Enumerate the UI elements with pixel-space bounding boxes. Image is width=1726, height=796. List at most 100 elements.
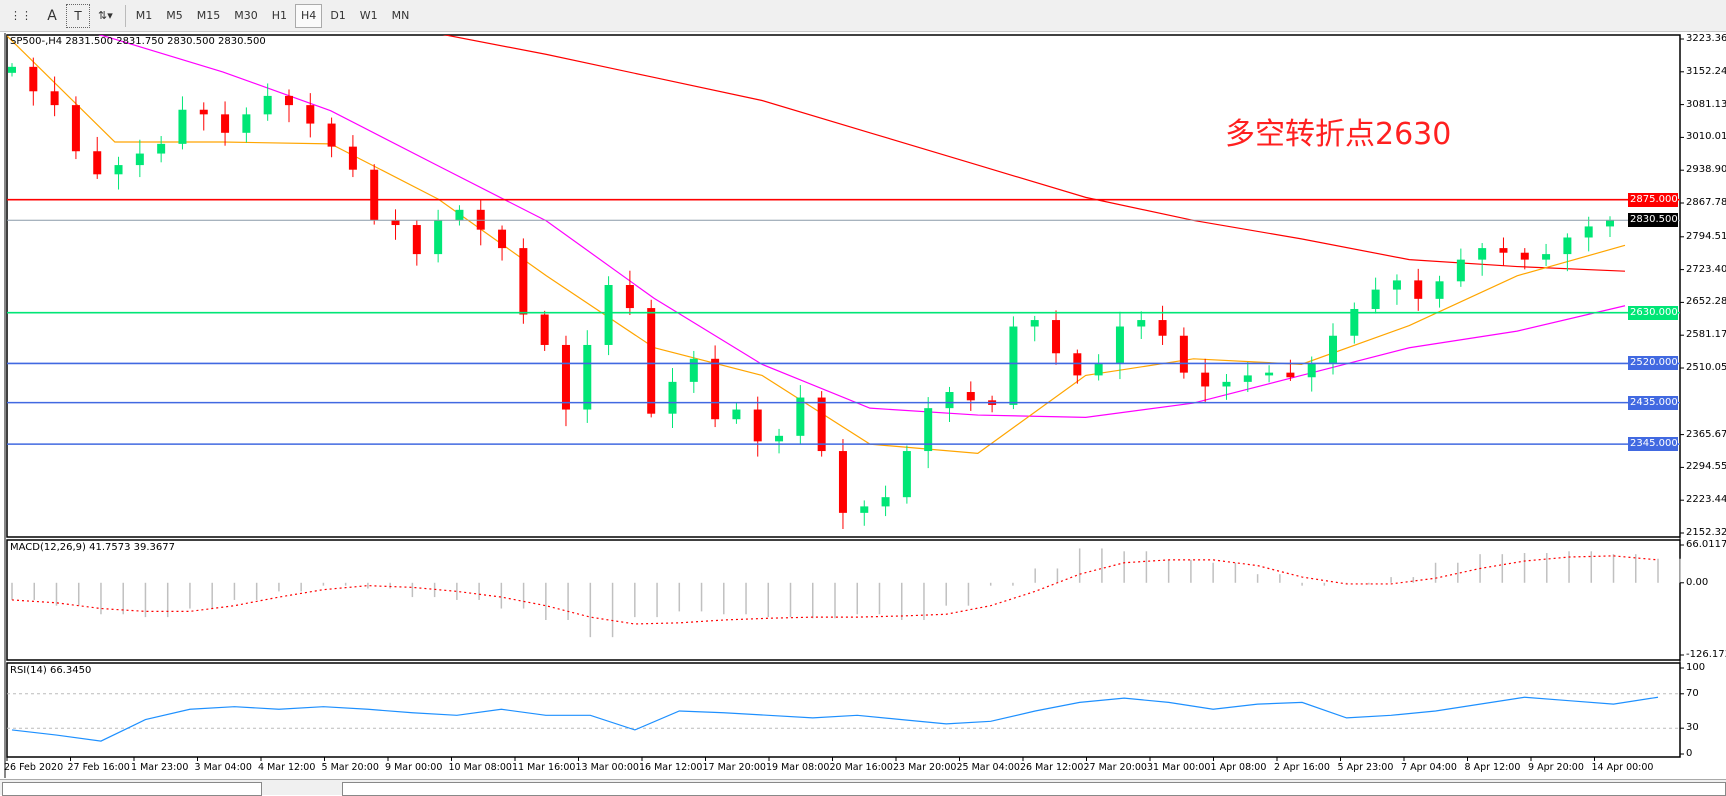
bull-candle bbox=[1265, 372, 1274, 376]
rsi-tick-label: 70 bbox=[1686, 687, 1699, 699]
time-axis-label: 20 Mar 16:00 bbox=[829, 762, 893, 773]
macd-pane bbox=[6, 539, 1681, 661]
price-tick-label: 2723.400 bbox=[1686, 263, 1726, 275]
bull-candle bbox=[455, 209, 464, 221]
level-price-label: 2830.500 bbox=[1628, 213, 1678, 228]
bear-candle bbox=[1158, 320, 1167, 336]
timeframe-m15[interactable]: M15 bbox=[196, 9, 221, 22]
toolbar: ⋮⋮ A T ⇅▾ M1 M5 M15 M30 H1 H4 D1 W1 MN bbox=[0, 0, 1726, 32]
bull-candle bbox=[1392, 280, 1401, 290]
price-tick-label: 2152.325 bbox=[1686, 527, 1726, 538]
text-label-icon[interactable]: T bbox=[66, 3, 90, 28]
time-axis-label: 11 Mar 16:00 bbox=[512, 762, 576, 773]
bull-candle bbox=[924, 408, 933, 452]
bull-candle bbox=[157, 143, 166, 154]
bull-candle bbox=[1329, 335, 1338, 364]
timeframe-m1[interactable]: M1 bbox=[135, 9, 153, 22]
timeframe-w1[interactable]: W1 bbox=[359, 9, 378, 22]
ma-slow-line bbox=[442, 35, 1626, 272]
price-tick-label: 2510.055 bbox=[1686, 362, 1726, 373]
price-tick-label: 3152.245 bbox=[1686, 65, 1726, 77]
chart-tab[interactable] bbox=[2, 782, 262, 796]
bear-candle bbox=[1052, 320, 1061, 354]
time-axis-label: 1 Mar 23:00 bbox=[131, 762, 189, 773]
bear-candle bbox=[625, 285, 634, 309]
bull-candle bbox=[1456, 259, 1465, 282]
bull-candle bbox=[881, 497, 890, 507]
macd-tick-label: 66.0117 bbox=[1686, 539, 1726, 550]
bear-candle bbox=[966, 392, 975, 401]
bear-candle bbox=[838, 451, 847, 513]
bear-candle bbox=[1073, 353, 1082, 376]
rsi-tick-label: 30 bbox=[1686, 722, 1699, 734]
bear-candle bbox=[519, 248, 528, 315]
time-axis-label: 3 Mar 04:00 bbox=[194, 762, 252, 773]
time-axis-label: 26 Mar 12:00 bbox=[1020, 762, 1084, 773]
bull-candle bbox=[135, 153, 144, 166]
bear-candle bbox=[306, 105, 315, 124]
bull-candle bbox=[1222, 381, 1231, 387]
bear-candle bbox=[1201, 372, 1210, 387]
rsi-tick-label: 100 bbox=[1686, 662, 1706, 673]
grid-lines-icon[interactable]: ⋮⋮ bbox=[10, 9, 32, 22]
time-axis-label: 10 Mar 08:00 bbox=[448, 762, 512, 773]
arrows-icon[interactable]: ⇅▾ bbox=[98, 9, 113, 22]
chart-header: SP500-,H4 2831.500 2831.750 2830.500 283… bbox=[10, 36, 266, 47]
bull-candle bbox=[945, 392, 954, 409]
bear-candle bbox=[327, 123, 336, 147]
chart-window bbox=[4, 33, 1726, 778]
time-axis-label: 19 Mar 08:00 bbox=[766, 762, 830, 773]
price-tick-label: 2652.285 bbox=[1686, 296, 1726, 308]
bear-candle bbox=[370, 169, 379, 221]
timeframe-d1[interactable]: D1 bbox=[330, 9, 346, 22]
text-icon[interactable]: A bbox=[47, 7, 57, 24]
bear-candle bbox=[1499, 248, 1508, 253]
bull-candle bbox=[263, 95, 272, 115]
timeframe-m30[interactable]: M30 bbox=[234, 9, 258, 22]
bull-candle bbox=[114, 165, 123, 175]
bull-candle bbox=[732, 409, 741, 420]
bull-candle bbox=[8, 66, 16, 73]
level-price-label: 2875.000 bbox=[1628, 192, 1678, 207]
time-axis-label: 25 Mar 04:00 bbox=[956, 762, 1020, 773]
bull-candle bbox=[1307, 363, 1316, 378]
timeframe-h1[interactable]: H1 bbox=[271, 9, 288, 22]
bear-candle bbox=[71, 105, 80, 152]
timeframe-mn[interactable]: MN bbox=[391, 9, 410, 22]
price-tick-label: 2794.515 bbox=[1686, 230, 1726, 242]
rsi-line bbox=[11, 696, 1659, 742]
time-axis-label: 5 Apr 23:00 bbox=[1337, 762, 1394, 773]
bull-candle bbox=[1542, 254, 1551, 260]
bull-candle bbox=[775, 435, 784, 442]
bear-candle bbox=[561, 344, 570, 410]
time-axis-label: 9 Mar 00:00 bbox=[385, 762, 443, 773]
time-axis-label: 14 Apr 00:00 bbox=[1591, 762, 1654, 773]
bear-candle bbox=[391, 220, 400, 226]
bull-candle bbox=[902, 451, 911, 498]
timeframe-h4[interactable]: H4 bbox=[295, 3, 323, 28]
bear-candle bbox=[284, 95, 293, 106]
time-axis-label: 13 Mar 00:00 bbox=[575, 762, 639, 773]
time-axis-label: 27 Feb 16:00 bbox=[67, 762, 130, 773]
chart-tab[interactable] bbox=[342, 782, 1726, 796]
bull-candle bbox=[583, 344, 592, 410]
bear-candle bbox=[221, 114, 230, 133]
bull-candle bbox=[178, 109, 187, 144]
time-axis-label: 31 Mar 00:00 bbox=[1147, 762, 1211, 773]
bull-candle bbox=[1350, 308, 1359, 336]
bear-candle bbox=[753, 409, 762, 442]
price-tick-label: 2365.670 bbox=[1686, 428, 1726, 440]
rsi-pane bbox=[6, 662, 1681, 758]
time-axis-label: 5 Mar 20:00 bbox=[321, 762, 379, 773]
time-axis-label: 16 Mar 12:00 bbox=[639, 762, 703, 773]
bull-candle bbox=[1094, 363, 1103, 376]
ma-mid-line bbox=[98, 35, 1626, 418]
price-tick-label: 3010.015 bbox=[1686, 131, 1726, 143]
bull-candle bbox=[1030, 320, 1039, 327]
bear-candle bbox=[199, 109, 208, 115]
macd-tick-label: -126.173 bbox=[1686, 649, 1726, 660]
timeframe-m5[interactable]: M5 bbox=[166, 9, 183, 22]
bull-candle bbox=[668, 381, 677, 414]
time-axis-label: 8 Apr 12:00 bbox=[1464, 762, 1521, 773]
